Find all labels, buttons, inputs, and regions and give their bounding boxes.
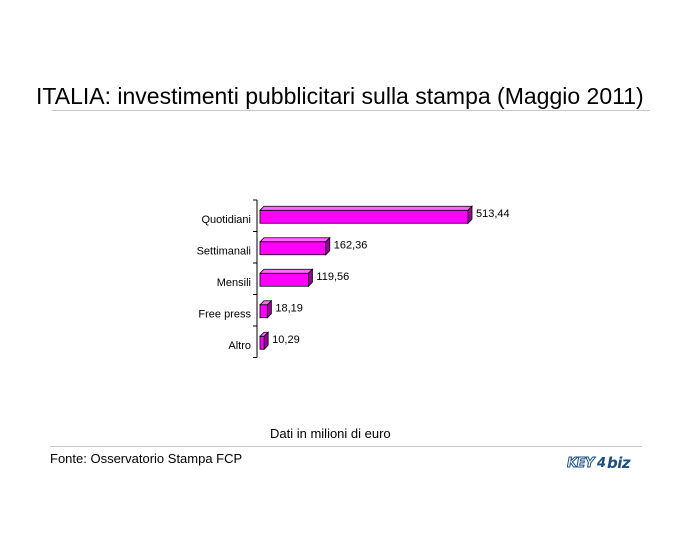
category-label: Settimanali (197, 245, 251, 257)
source-text: Fonte: Osservatorio Stampa FCP (50, 451, 243, 466)
bar-top-face (259, 205, 473, 211)
bar (259, 241, 327, 256)
data-label: 10,29 (272, 334, 300, 346)
bar-side-face (266, 299, 272, 319)
bar-top-face (259, 237, 331, 243)
data-label: 162,36 (334, 239, 368, 251)
bar-top-face (259, 268, 314, 274)
unit-note: Dati in milioni di euro (270, 426, 391, 441)
data-label: 18,19 (275, 302, 303, 314)
category-label: Free press (198, 308, 251, 320)
bar (259, 209, 469, 224)
footer-divider (50, 446, 642, 447)
bar (259, 335, 265, 350)
bar-side-face (263, 331, 269, 351)
bar (259, 272, 309, 287)
bar-side-face (467, 205, 473, 225)
category-label: Mensili (217, 277, 251, 289)
svg-text:KEY: KEY (567, 456, 596, 471)
chart-title: ITALIA: investimenti pubblicitari sulla … (36, 83, 644, 109)
bar-chart: Quotidiani 513,44 Settimanali 162,36 Mensili… (197, 199, 510, 358)
title-divider (52, 110, 650, 111)
data-label: 513,44 (476, 208, 510, 220)
category-label: Altro (228, 340, 251, 352)
bar (259, 304, 268, 319)
bar-side-face (325, 236, 331, 256)
svg-text:biz: biz (607, 454, 631, 472)
data-label: 119,56 (316, 271, 349, 283)
category-label: Quotidiani (201, 214, 251, 226)
bar-side-face (308, 268, 313, 288)
logo-graphic: KEY 4 biz (567, 454, 632, 472)
key4biz-logo: KEY 4 biz (567, 452, 639, 472)
svg-text:4: 4 (596, 456, 606, 471)
